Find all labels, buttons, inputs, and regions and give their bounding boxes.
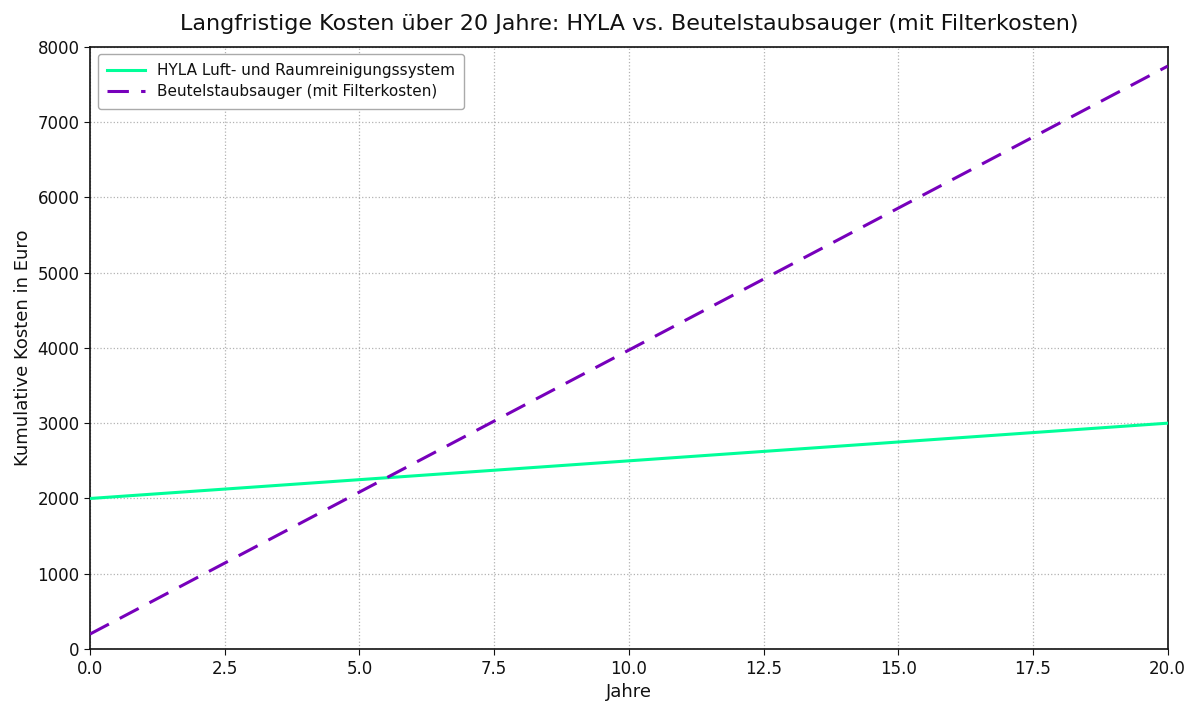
Beutelstaubsauger (mit Filterkosten) — [601, 357, 616, 365]
HYLA Luft- und Raumreinigungssystem — [83, 494, 97, 503]
Y-axis label: Kumulative Kosten in Euro: Kumulative Kosten in Euro — [14, 230, 32, 466]
Beutelstaubsauger (mit Filterkosten) — [725, 292, 739, 300]
Title: Langfristige Kosten über 20 Jahre: HYLA vs. Beutelstaubsauger (mit Filterkosten): Langfristige Kosten über 20 Jahre: HYLA … — [180, 14, 1078, 34]
HYLA Luft- und Raumreinigungssystem — [601, 458, 616, 467]
Beutelstaubsauger (mit Filterkosten) — [1134, 76, 1148, 84]
HYLA Luft- und Raumreinigungssystem — [595, 458, 610, 467]
Legend: HYLA Luft- und Raumreinigungssystem, Beutelstaubsauger (mit Filterkosten): HYLA Luft- und Raumreinigungssystem, Beu… — [97, 54, 464, 109]
HYLA Luft- und Raumreinigungssystem — [1134, 420, 1148, 429]
HYLA Luft- und Raumreinigungssystem — [666, 453, 680, 462]
Beutelstaubsauger (mit Filterkosten) — [966, 164, 980, 173]
Beutelstaubsauger (mit Filterkosten) — [83, 630, 97, 638]
Line: HYLA Luft- und Raumreinigungssystem: HYLA Luft- und Raumreinigungssystem — [90, 423, 1168, 498]
HYLA Luft- und Raumreinigungssystem — [966, 433, 980, 441]
Beutelstaubsauger (mit Filterkosten) — [1160, 62, 1175, 71]
Beutelstaubsauger (mit Filterkosten) — [666, 322, 680, 331]
HYLA Luft- und Raumreinigungssystem — [1160, 419, 1175, 428]
Beutelstaubsauger (mit Filterkosten) — [595, 360, 610, 369]
HYLA Luft- und Raumreinigungssystem — [725, 449, 739, 458]
X-axis label: Jahre: Jahre — [606, 683, 652, 701]
Line: Beutelstaubsauger (mit Filterkosten): Beutelstaubsauger (mit Filterkosten) — [90, 66, 1168, 634]
